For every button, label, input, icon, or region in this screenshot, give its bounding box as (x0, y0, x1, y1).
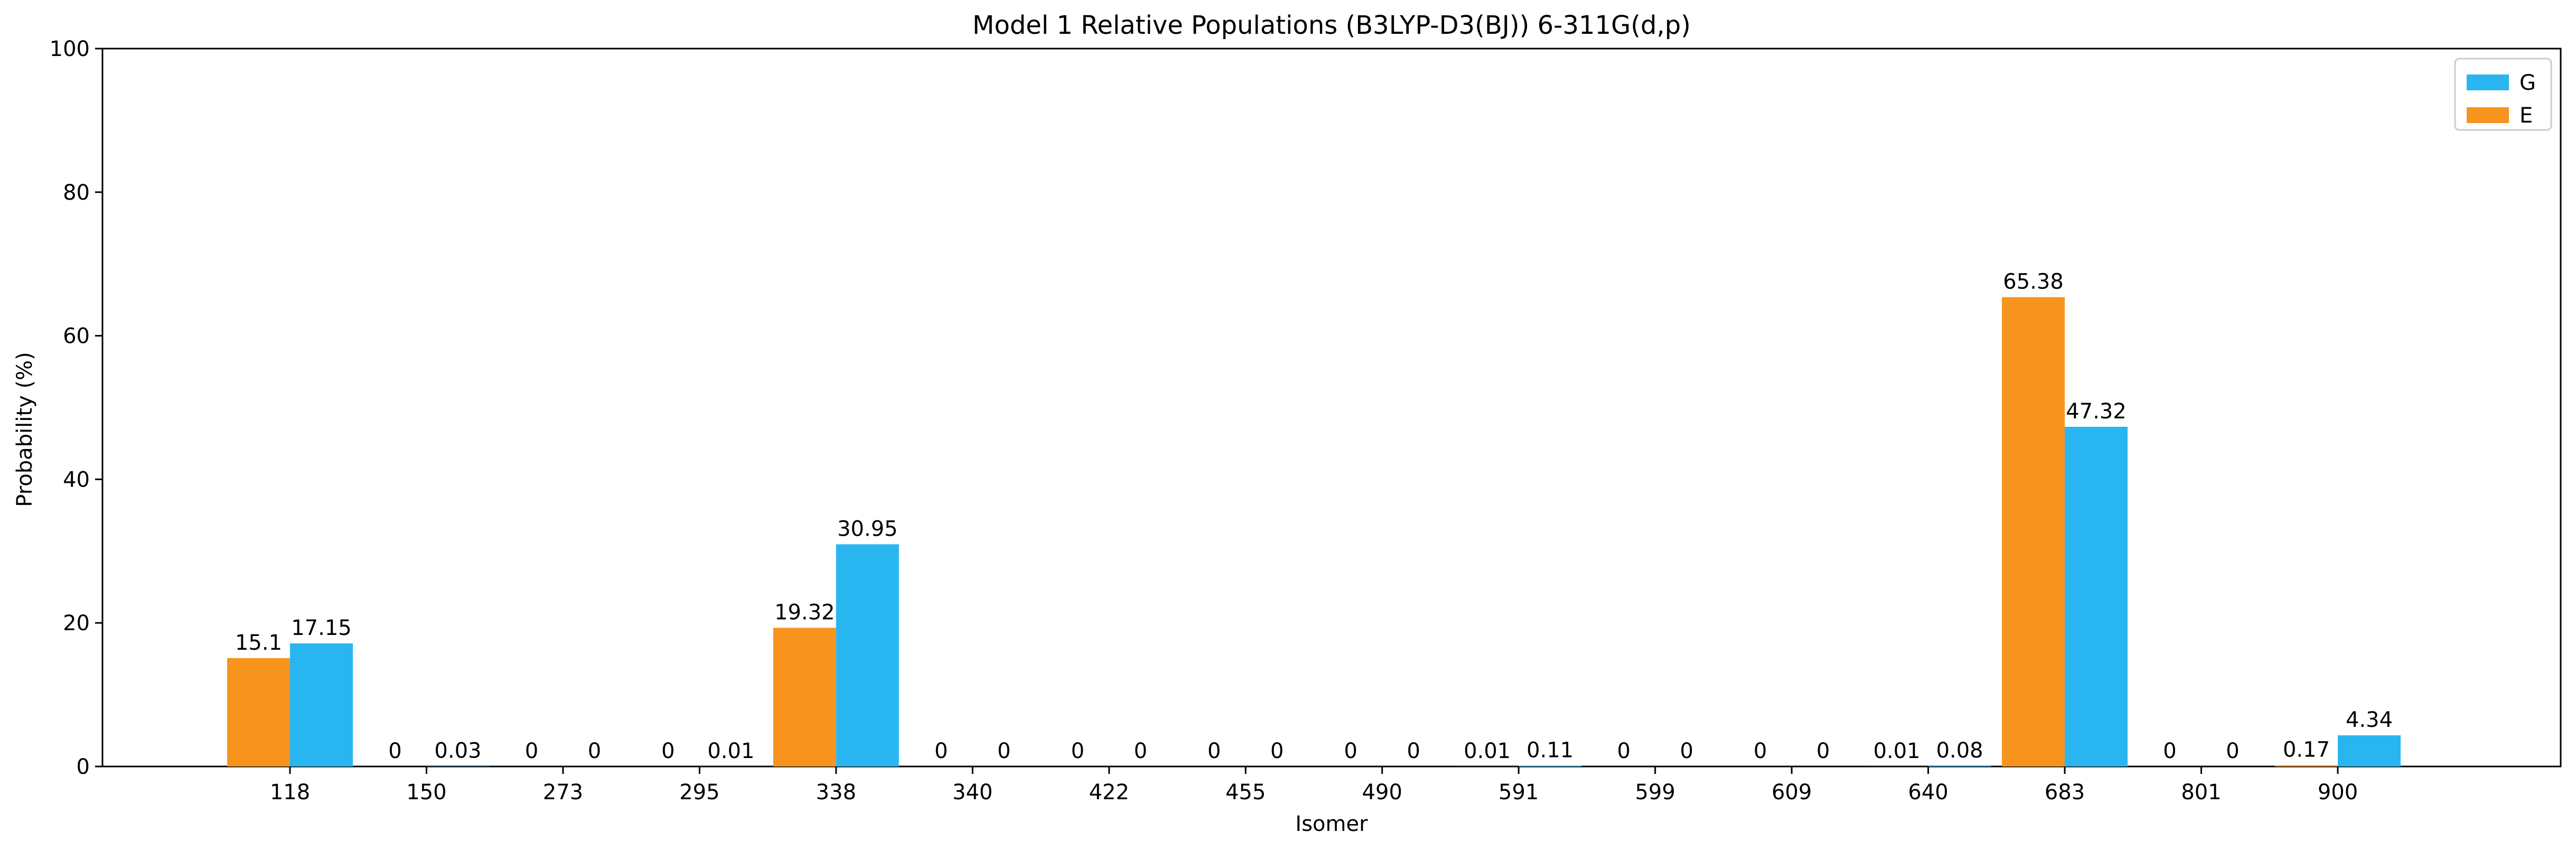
bar-e (227, 658, 290, 766)
data-label: 0 (1816, 739, 1830, 763)
plot-frame (101, 48, 2562, 768)
data-label: 0 (1617, 739, 1630, 763)
data-label: 0 (1407, 739, 1420, 763)
legend-swatch-g (2467, 74, 2509, 90)
y-tick-label: 0 (77, 755, 90, 779)
x-tick-label: 118 (270, 780, 310, 805)
data-label: 0 (1270, 739, 1284, 763)
data-label: 0 (525, 739, 538, 763)
x-tick-label: 591 (1498, 780, 1539, 805)
data-label: 0.08 (1936, 738, 1983, 763)
data-label: 0 (388, 739, 401, 763)
data-label: 15.1 (235, 631, 282, 655)
data-label: 0 (2163, 739, 2176, 763)
x-tick-label: 490 (1362, 780, 1402, 805)
data-label: 0.01 (707, 739, 754, 763)
data-label: 0 (934, 739, 948, 763)
x-tick-label: 683 (2045, 780, 2085, 805)
bar-e (2275, 765, 2338, 766)
x-tick-label: 640 (1908, 780, 1948, 805)
data-label: 19.32 (774, 600, 835, 624)
data-label: 65.38 (2003, 269, 2064, 294)
legend-label-e: E (2519, 104, 2533, 128)
bar-g (836, 544, 899, 766)
x-tick-label: 609 (1772, 780, 1812, 805)
data-label: 0 (997, 739, 1010, 763)
x-tick-label: 273 (543, 780, 583, 805)
data-label: 0.03 (434, 739, 481, 763)
data-label: 0 (1680, 739, 1693, 763)
bar-e (2002, 297, 2065, 766)
data-label: 0 (1754, 739, 1767, 763)
data-label: 0.11 (1526, 738, 1573, 763)
y-tick-label: 20 (63, 611, 90, 635)
data-label: 0.17 (2283, 738, 2330, 762)
y-tick-label: 40 (63, 467, 90, 492)
bar-g (2065, 426, 2128, 766)
legend-label-g: G (2519, 71, 2536, 95)
data-label: 0 (1207, 739, 1221, 763)
x-tick-label: 422 (1089, 780, 1129, 805)
legend: GE (2454, 58, 2552, 131)
data-label: 30.95 (837, 517, 898, 541)
y-axis-title: Probability (%) (13, 352, 37, 507)
chart-title: Model 1 Relative Populations (B3LYP-D3(B… (972, 11, 1691, 40)
data-label: 0 (2226, 739, 2239, 763)
data-label: 0.01 (1464, 739, 1511, 763)
x-tick-label: 801 (2181, 780, 2221, 805)
data-label: 0.01 (1874, 739, 1921, 763)
bar-e (773, 628, 836, 766)
data-label: 17.15 (291, 616, 352, 640)
legend-swatch-e (2467, 107, 2509, 123)
bar-g (2338, 735, 2401, 766)
x-tick-label: 338 (816, 780, 856, 805)
x-tick-label: 150 (406, 780, 446, 805)
y-tick-label: 60 (63, 324, 90, 349)
x-tick-label: 295 (679, 780, 719, 805)
data-label: 47.32 (2066, 399, 2127, 424)
data-label: 0 (1134, 739, 1147, 763)
y-tick-label: 80 (63, 181, 90, 205)
data-label: 4.34 (2346, 708, 2393, 732)
x-tick-label: 900 (2318, 780, 2358, 805)
data-label: 0 (661, 739, 675, 763)
data-label: 0 (588, 739, 601, 763)
bar-g (290, 643, 353, 766)
x-tick-label: 340 (952, 780, 992, 805)
data-label: 0 (1344, 739, 1357, 763)
y-tick-label: 100 (50, 37, 90, 61)
x-tick-label: 455 (1225, 780, 1266, 805)
data-label: 0 (1071, 739, 1084, 763)
x-tick-label: 599 (1635, 780, 1675, 805)
x-axis-title: Isomer (1295, 812, 1368, 836)
